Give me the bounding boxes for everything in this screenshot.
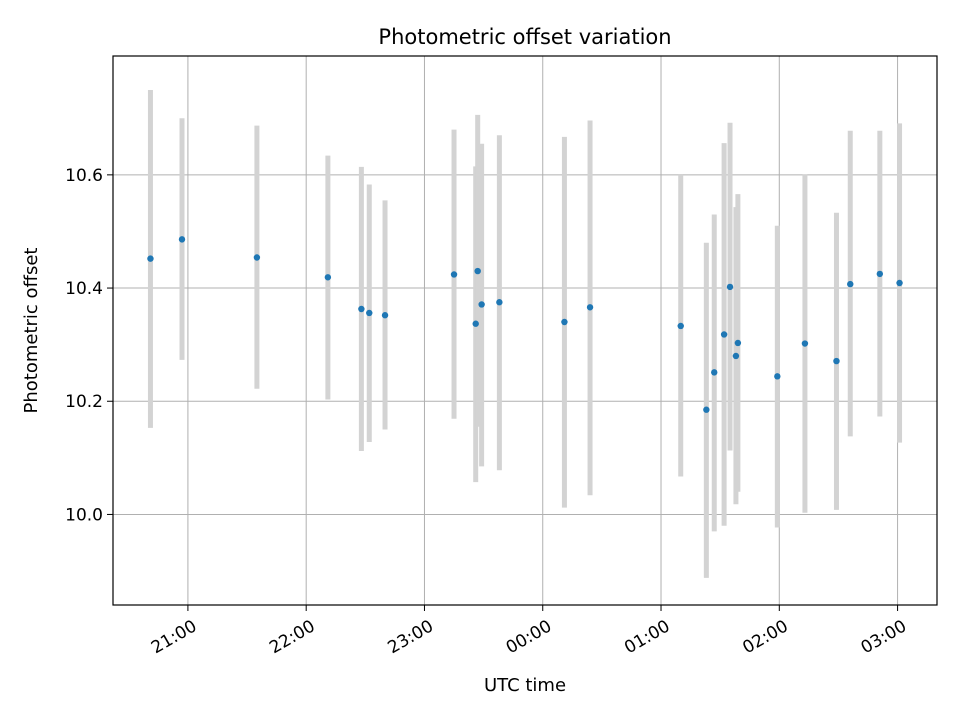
data-point (253, 254, 261, 261)
data-point (358, 305, 365, 313)
data-points (147, 236, 903, 413)
data-point (876, 270, 884, 278)
data-point (366, 309, 373, 317)
data-point (847, 280, 854, 288)
y-axis-label: Photometric offset (21, 248, 42, 414)
data-point (774, 373, 781, 380)
data-point (726, 283, 734, 291)
data-point (720, 331, 728, 338)
data-point (450, 271, 458, 278)
y-tick-label: 10.0 (65, 505, 103, 525)
x-axis-label: UTC time (484, 675, 566, 696)
data-point (703, 406, 710, 413)
data-point (833, 357, 840, 365)
data-point (496, 299, 503, 306)
chart-title: Photometric offset variation (378, 25, 671, 49)
data-point (801, 340, 809, 347)
data-point (586, 304, 594, 311)
y-tick-label: 10.2 (65, 392, 103, 412)
data-point (381, 312, 389, 319)
data-point (711, 369, 718, 376)
data-point (896, 279, 903, 287)
data-point (561, 318, 568, 326)
grid-lines (113, 56, 937, 605)
plot-area-frame (112, 55, 938, 606)
data-point (324, 274, 332, 281)
data-point (178, 236, 186, 243)
data-point (677, 322, 684, 330)
data-point (474, 267, 481, 275)
data-point (472, 320, 479, 327)
data-point (732, 352, 740, 360)
y-tick-label: 10.6 (65, 166, 103, 186)
data-point (734, 339, 742, 347)
data-point (147, 255, 154, 262)
data-point (478, 301, 485, 308)
y-tick-label: 10.4 (65, 279, 103, 299)
y-axis-ticks: 10.0 10.2 10.4 10.6 (65, 166, 113, 525)
